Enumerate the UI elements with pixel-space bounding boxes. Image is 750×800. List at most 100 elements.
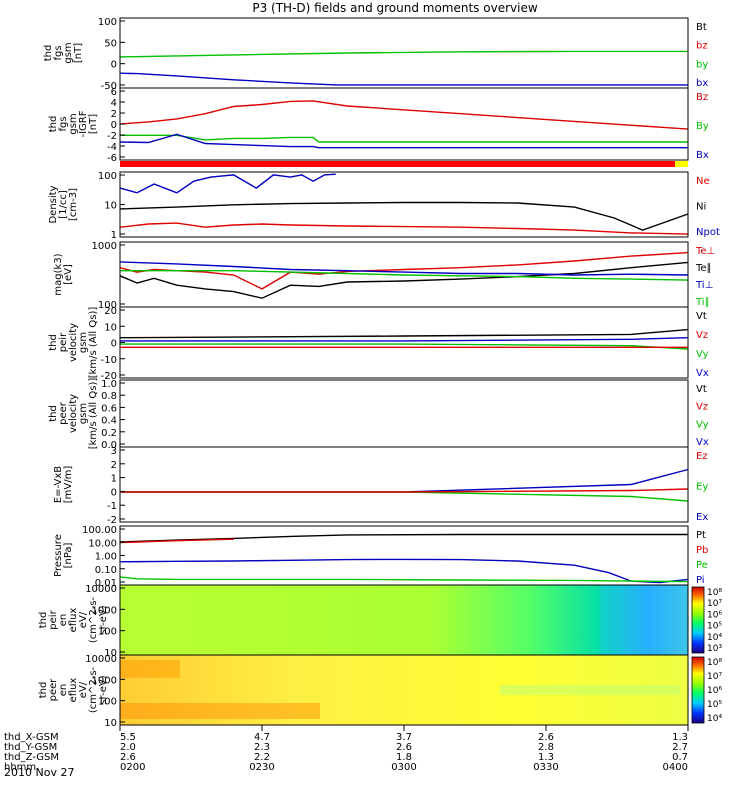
y-axis-label-line: gsm <box>78 403 89 424</box>
ephemeris-value: 1.3 <box>538 752 554 763</box>
x-tick-label: 0300 <box>391 762 416 773</box>
legend-entry: Bt <box>696 22 707 33</box>
y-tick-label: 1000 <box>92 241 117 252</box>
legend-entry: Pi <box>696 575 705 586</box>
y-axis-label-line: peer <box>58 401 69 425</box>
legend-entry: By <box>696 121 709 132</box>
y-axis-label: mag(k3)[eV] <box>53 253 74 295</box>
y-axis-label-line: en <box>58 614 69 627</box>
y-axis-label-line: thd <box>48 405 59 422</box>
y-axis-label-line: gsm <box>68 113 79 134</box>
y-tick-label: 0.0 <box>101 440 117 451</box>
y-tick-label: 100 <box>98 17 117 28</box>
series-line-Ez <box>120 488 689 493</box>
legend-entry: Te∥ <box>695 263 712 274</box>
y-tick-label: 0.10 <box>95 565 117 576</box>
series-line-Npot <box>119 173 336 194</box>
figure-title: P3 (TH-D) fields and ground moments over… <box>252 1 537 15</box>
ephemeris-value: 2.6 <box>538 732 554 743</box>
legend-entry: Ti∥ <box>695 297 710 308</box>
y-axis-label-line: thd <box>48 116 59 133</box>
y-axis-label-line: [1/cc] <box>58 190 69 219</box>
y-axis-label-line: -IGRF <box>78 110 89 137</box>
spectrogram <box>120 585 688 655</box>
spectrogram-feature <box>120 703 320 719</box>
y-axis-label-line: peir <box>48 609 59 629</box>
y-tick-label: 6 <box>111 87 117 98</box>
colorbar-tick-label: 10⁸ <box>707 588 722 598</box>
y-tick-label: 100 <box>98 697 117 708</box>
series-line-By <box>120 134 688 143</box>
y-axis-label-line: velocity <box>68 394 79 433</box>
y-tick-label: 2 <box>111 109 117 120</box>
y-tick-label: 1 <box>111 230 117 241</box>
y-tick-label: 100.00 <box>82 525 117 536</box>
y-axis-label-line: mag(k3) <box>53 253 64 295</box>
y-axis-label-line: [km/s (All Qs)] <box>88 378 99 450</box>
legend-entry: Ex <box>696 512 708 523</box>
legend-entry: Vx <box>696 368 709 379</box>
y-axis-label: Pressure[nPa] <box>53 534 74 577</box>
y-axis-label-line: velocity <box>68 323 79 362</box>
y-axis-label: E=-VxB[mV/m] <box>53 466 74 504</box>
ephemeris-value: 5.5 <box>120 732 136 743</box>
colorbar-tick-label: 10⁴ <box>707 633 722 643</box>
y-tick-label: 10000 <box>85 654 117 665</box>
y-tick-label: 2 <box>111 460 117 471</box>
y-axis-label-line: eflux <box>68 608 79 633</box>
y-tick-label: 1 <box>111 474 117 485</box>
colorbar-tick-label: 10⁷ <box>707 599 722 609</box>
date-label: 2010 Nov 27 <box>4 766 74 779</box>
y-axis-label-line: fgs <box>58 116 69 131</box>
y-axis-label-line: (cm^2-s- <box>88 596 99 643</box>
legend-entry: Ez <box>696 451 708 462</box>
panel-4: mag(k3)[eV] Te⊥ Te∥ Ti⊥ Ti∥ 1000 100 <box>53 241 715 311</box>
y-tick-label: 50 <box>104 38 117 49</box>
series-line-Pb <box>119 538 234 544</box>
panel-3: Density[1/cc][cm-3] Ne Ni Npot 100 10 1 <box>48 171 720 241</box>
colorbar-tick-label: 10⁶ <box>707 610 722 620</box>
y-axis-label-line: (cm^2-s- <box>88 666 99 713</box>
y-axis-label-line: sr-eV) <box>98 675 109 704</box>
series-line-bx <box>119 72 688 86</box>
y-axis-label-line: thd <box>43 45 54 62</box>
y-tick-label: -50 <box>101 81 117 92</box>
legend-entry: Te⊥ <box>695 246 715 257</box>
ephemeris-value: 3.7 <box>396 732 412 743</box>
y-axis-label-line: peir <box>58 332 69 352</box>
series-line-Vx <box>120 337 689 342</box>
spectrogram-feature <box>120 660 180 678</box>
colorbar-tick-label: 10⁵ <box>707 622 722 632</box>
ephemeris-value: 0.7 <box>672 752 688 763</box>
y-axis-label: thdpeervelocitygsm[km/s (All Qs)] <box>48 378 99 450</box>
series-line-Ti⊥ <box>119 261 689 276</box>
colorbar-tick-label: 10⁸ <box>707 658 722 668</box>
colorbar-tick-label: 10⁶ <box>707 686 722 696</box>
y-axis-label-line: [mV/m] <box>63 466 74 504</box>
flag-red <box>120 161 675 167</box>
x-tick-label: 0400 <box>663 762 688 773</box>
ephemeris-value: 2.7 <box>672 742 688 753</box>
x-tick-label: 0230 <box>249 762 274 773</box>
ephemeris-value: 4.7 <box>254 732 270 743</box>
panel-5: thdpeirvelocitygsm[km/s (All Qs)] Vt Vz Vy V… <box>48 306 709 382</box>
x-tick-label: 0200 <box>120 762 145 773</box>
ephemeris-value: 2.0 <box>120 742 136 753</box>
y-tick-label: 1000 <box>92 675 117 686</box>
y-axis-label: thdpeerenefluxeV/(cm^2-s-sr-eV) <box>38 666 109 713</box>
series-line-Bx <box>119 133 688 149</box>
y-tick-label: 10.00 <box>88 538 117 549</box>
legend-entry: Vt <box>696 384 707 395</box>
panel-frame <box>119 306 689 379</box>
y-tick-label: 20 <box>104 306 117 317</box>
panel-10: thdpeerenefluxeV/(cm^2-s-sr-eV) 10⁸ 10⁷ 10⁶… <box>38 654 722 729</box>
legend-entry: Ey <box>696 482 708 493</box>
y-tick-label: 100 <box>98 627 117 638</box>
panel-9: thdpeirenefluxeV/(cm^2-s-sr-eV) 10⁸10⁷10⁶… <box>38 584 722 659</box>
panel-1: thdfgsgsm[nT] Bt bz by bx 100 50 0 -50 <box>43 17 708 92</box>
legend-entry: Ni <box>696 202 706 213</box>
y-tick-label: -20 <box>101 371 117 382</box>
legend-entry: Vz <box>696 330 708 341</box>
